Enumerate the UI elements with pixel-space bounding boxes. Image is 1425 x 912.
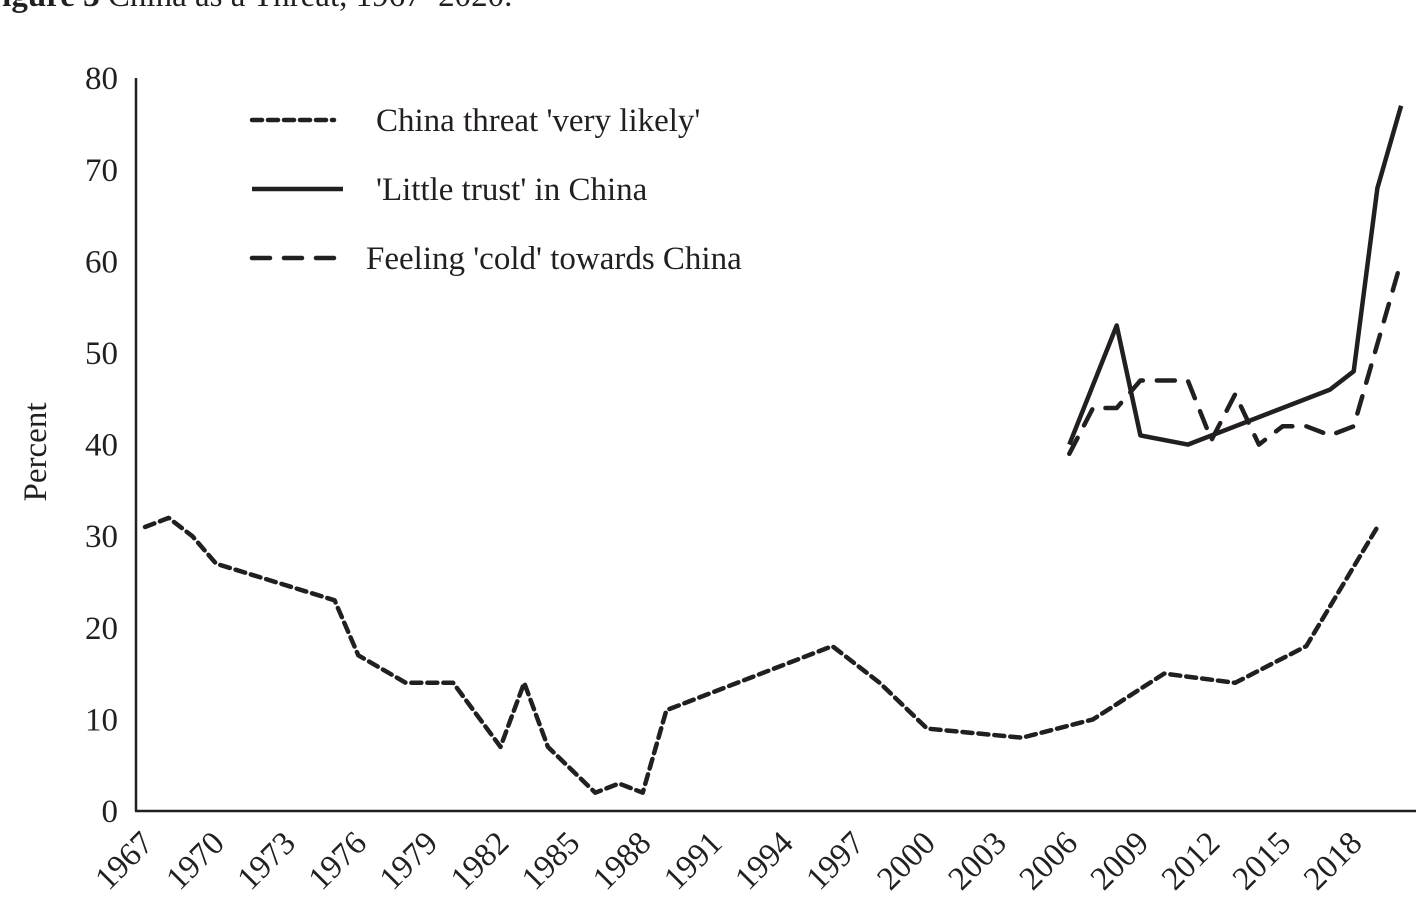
legend: China threat 'very likely' 'Little trust'…	[249, 103, 742, 277]
y-tick-label: 40	[85, 428, 118, 464]
series-line-0	[142, 515, 1380, 795]
x-tick-label: 2012	[1155, 825, 1227, 897]
x-tick-label: 1994	[728, 825, 800, 897]
figure-title: Figure 3 China as a Threat, 1967–2020.	[0, 0, 512, 15]
x-tick-label: 1979	[373, 825, 445, 897]
x-tick-label: 1973	[231, 825, 303, 897]
y-tick-label: 20	[85, 611, 118, 647]
x-tick-label: 1967	[89, 825, 161, 897]
x-tick-label: 1997	[800, 825, 872, 897]
x-tick-label: 1991	[657, 825, 729, 897]
x-tick-label: 2018	[1297, 825, 1369, 897]
y-tick-label: 50	[85, 336, 118, 372]
legend-label-1: 'Little trust' in China	[376, 172, 648, 208]
y-tick-label: 60	[85, 244, 118, 280]
y-tick-label: 10	[85, 702, 118, 738]
series-lines	[142, 105, 1404, 795]
legend-label-2: Feeling 'cold' towards China	[366, 241, 742, 277]
figure-label: Figure 3	[0, 0, 100, 14]
x-tick-label: 2015	[1226, 825, 1298, 897]
x-tick-label: 2000	[871, 825, 943, 897]
y-axis-label: Percent	[18, 403, 54, 502]
x-tick-label: 2003	[942, 825, 1014, 897]
y-tick-label: 0	[102, 794, 119, 830]
axes: 0102030405060708019671970197319761979198…	[85, 61, 1416, 897]
figure-caption: China as a Threat, 1967–2020.	[108, 0, 512, 14]
legend-label-0: China threat 'very likely'	[376, 103, 700, 139]
y-tick-label: 70	[85, 153, 118, 189]
series-line-1	[1067, 105, 1404, 447]
x-tick-label: 2009	[1084, 825, 1156, 897]
y-tick-label: 30	[85, 519, 118, 555]
x-tick-label: 1985	[515, 825, 587, 897]
y-tick-label: 80	[85, 61, 118, 97]
x-tick-label: 1970	[160, 825, 232, 897]
series-line-2	[1067, 259, 1404, 457]
x-tick-label: 1988	[586, 825, 658, 897]
x-tick-label: 1976	[302, 825, 374, 897]
x-tick-label: 2006	[1013, 825, 1085, 897]
x-tick-label: 1982	[444, 825, 516, 897]
